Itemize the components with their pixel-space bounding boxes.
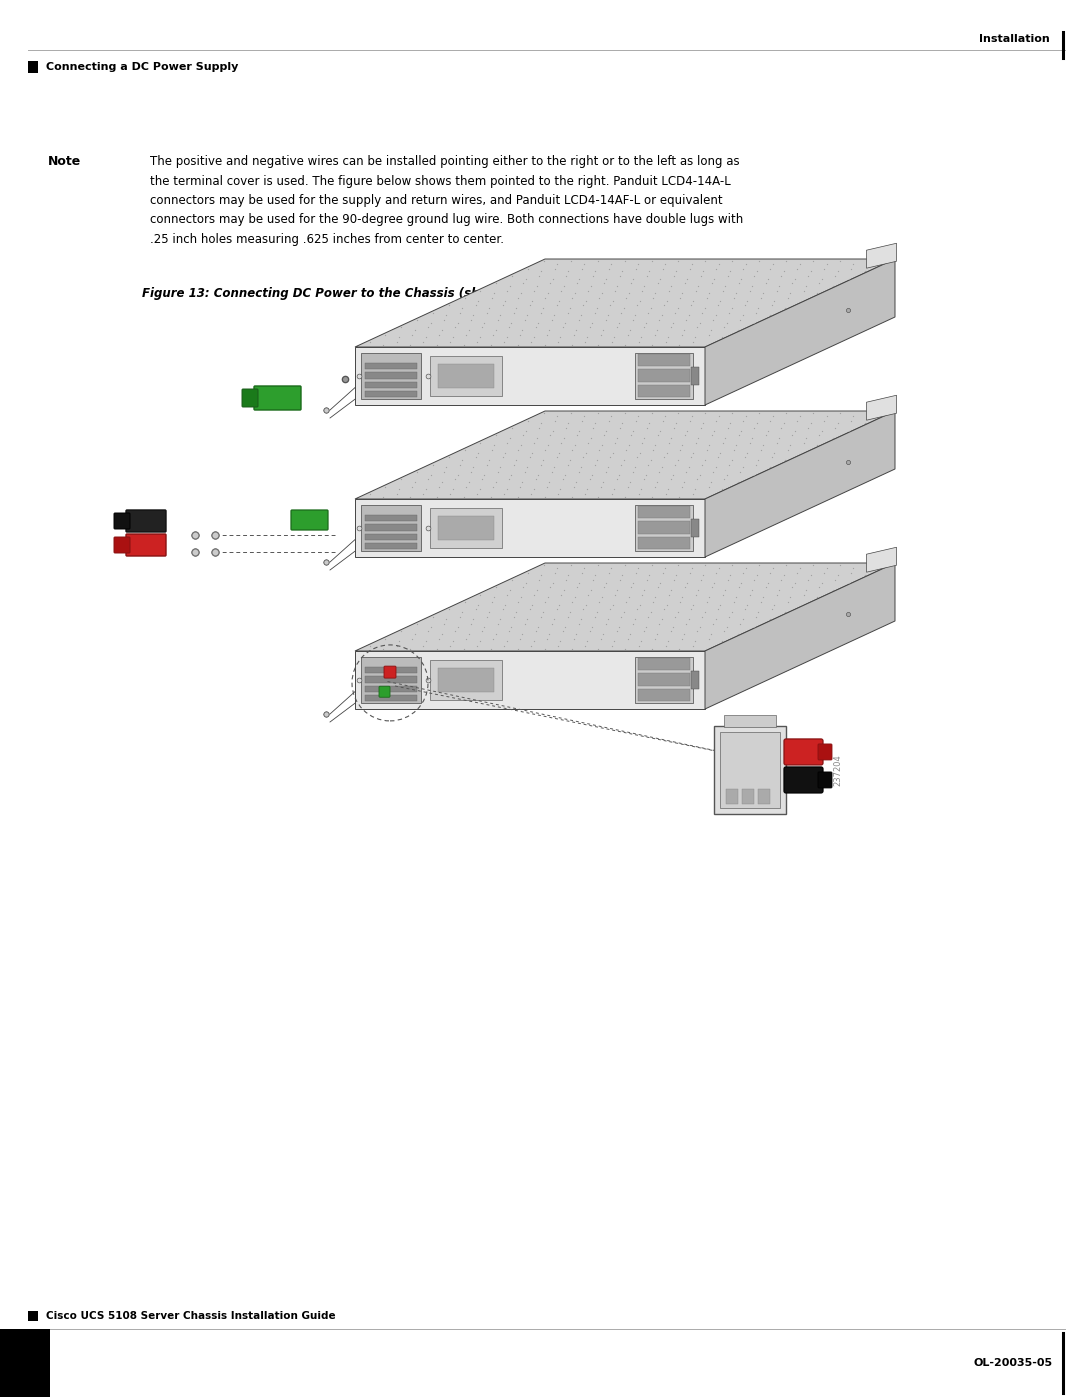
- Bar: [365, 686, 417, 692]
- Text: connectors may be used for the 90-degree ground lug wire. Both connections have : connectors may be used for the 90-degree…: [150, 214, 743, 226]
- Polygon shape: [866, 548, 896, 573]
- Bar: [691, 672, 699, 689]
- FancyBboxPatch shape: [291, 510, 328, 529]
- Bar: [691, 367, 699, 384]
- Polygon shape: [355, 651, 705, 710]
- Bar: [28, 61, 38, 73]
- Bar: [638, 353, 690, 366]
- FancyBboxPatch shape: [784, 767, 823, 793]
- Text: The positive and negative wires can be installed pointing either to the right or: The positive and negative wires can be i…: [150, 155, 740, 168]
- Bar: [430, 356, 502, 397]
- Text: Figure 13: Connecting DC Power to the Chassis (shows DC PDU only, Chassis is Omi: Figure 13: Connecting DC Power to the Ch…: [141, 288, 728, 300]
- Bar: [638, 673, 690, 686]
- Bar: [365, 543, 417, 549]
- FancyBboxPatch shape: [784, 739, 823, 766]
- Bar: [438, 515, 494, 541]
- FancyBboxPatch shape: [818, 745, 832, 760]
- Text: the terminal cover is used. The figure below shows them pointed to the right. Pa: the terminal cover is used. The figure b…: [150, 175, 731, 187]
- FancyBboxPatch shape: [384, 666, 396, 678]
- Bar: [638, 658, 690, 671]
- FancyBboxPatch shape: [242, 388, 258, 407]
- Bar: [635, 353, 693, 400]
- Polygon shape: [866, 395, 896, 420]
- Polygon shape: [355, 563, 895, 651]
- Bar: [365, 524, 417, 531]
- Bar: [758, 789, 770, 805]
- Bar: [438, 363, 494, 388]
- Polygon shape: [355, 499, 705, 557]
- FancyBboxPatch shape: [126, 510, 166, 532]
- Bar: [691, 520, 699, 536]
- Bar: [361, 504, 421, 550]
- FancyBboxPatch shape: [114, 513, 130, 529]
- Polygon shape: [866, 243, 896, 268]
- Bar: [724, 715, 777, 726]
- Polygon shape: [355, 258, 895, 346]
- Bar: [361, 657, 421, 703]
- Polygon shape: [355, 411, 895, 499]
- Text: .25 inch holes measuring .625 inches from center to center.: .25 inch holes measuring .625 inches fro…: [150, 233, 504, 246]
- Bar: [28, 1310, 38, 1320]
- Text: Installation: Installation: [980, 34, 1050, 43]
- Bar: [638, 369, 690, 381]
- FancyBboxPatch shape: [379, 686, 390, 697]
- Bar: [635, 657, 693, 703]
- Text: 18: 18: [16, 1356, 35, 1369]
- Bar: [365, 515, 417, 521]
- Bar: [638, 384, 690, 397]
- Text: connectors may be used for the supply and return wires, and Panduit LCD4-14AF-L : connectors may be used for the supply an…: [150, 194, 723, 207]
- Bar: [361, 353, 421, 400]
- Bar: [365, 534, 417, 539]
- Bar: [430, 507, 502, 548]
- Bar: [638, 506, 690, 518]
- Bar: [365, 694, 417, 701]
- Text: Note: Note: [48, 155, 81, 168]
- Bar: [365, 668, 417, 673]
- Bar: [720, 732, 780, 807]
- Polygon shape: [705, 563, 895, 710]
- FancyBboxPatch shape: [126, 534, 166, 556]
- Bar: [365, 391, 417, 397]
- Bar: [365, 676, 417, 683]
- Bar: [635, 504, 693, 550]
- FancyBboxPatch shape: [818, 773, 832, 788]
- Bar: [365, 373, 417, 379]
- Bar: [365, 381, 417, 388]
- Text: Cisco UCS 5108 Server Chassis Installation Guide: Cisco UCS 5108 Server Chassis Installati…: [46, 1310, 336, 1322]
- Polygon shape: [705, 258, 895, 405]
- Bar: [0, 1329, 50, 1397]
- Bar: [714, 726, 786, 814]
- Text: OL-20035-05: OL-20035-05: [974, 1358, 1053, 1368]
- Text: Connecting a DC Power Supply: Connecting a DC Power Supply: [46, 61, 239, 73]
- Bar: [430, 659, 502, 700]
- FancyBboxPatch shape: [254, 386, 301, 409]
- Bar: [742, 789, 754, 805]
- Bar: [365, 363, 417, 369]
- Polygon shape: [705, 411, 895, 557]
- Bar: [438, 668, 494, 692]
- Bar: [638, 689, 690, 701]
- Text: 237204: 237204: [834, 754, 842, 787]
- Bar: [726, 789, 738, 805]
- FancyBboxPatch shape: [114, 536, 130, 553]
- Bar: [638, 521, 690, 534]
- Polygon shape: [355, 346, 705, 405]
- Bar: [638, 536, 690, 549]
